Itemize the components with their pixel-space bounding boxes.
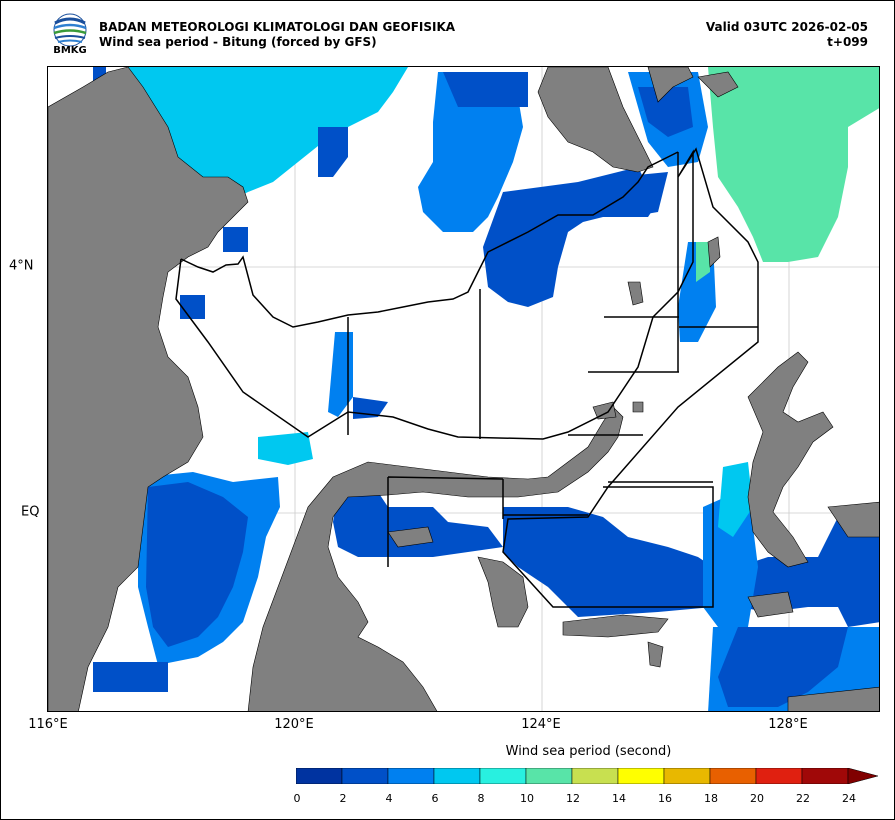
field-light-blue-mid <box>328 332 353 417</box>
colorbar-extend-arrow <box>847 768 879 784</box>
field-blue-sw-bottom <box>93 662 168 692</box>
field-green-ne <box>708 67 879 262</box>
colorbar-title: Wind sea period (second) <box>505 744 672 759</box>
colorbar-segment <box>755 768 803 784</box>
colorbar <box>296 768 879 784</box>
colorbar-tick-label: 24 <box>842 792 856 805</box>
land-islands-ne <box>697 71 739 98</box>
colorbar-segment <box>296 768 343 784</box>
forecast-region-boundaries <box>175 147 759 608</box>
colorbar-tick-label: 0 <box>293 792 301 805</box>
land-obi <box>747 591 794 618</box>
colorbar-segment <box>801 768 849 784</box>
colorbar-segment <box>433 768 481 784</box>
boundary-tomini <box>387 476 504 567</box>
land-sula <box>562 614 669 638</box>
y-tick-4n: 4°N <box>9 258 34 274</box>
land <box>48 67 879 711</box>
boundary-outer-west <box>175 147 759 608</box>
bmkg-logo <box>51 13 89 57</box>
land-west-papua <box>827 501 879 538</box>
colorbar-tick-label: 18 <box>704 792 718 805</box>
land-banggai <box>387 526 434 548</box>
colorbar-segment <box>387 768 435 784</box>
y-tick-eq: EQ <box>21 504 40 520</box>
field-cyan-mid <box>258 432 313 465</box>
lead-time: t+099 <box>827 35 868 49</box>
field-blue-nw2 <box>223 227 248 252</box>
colorbar-tick-label: 4 <box>385 792 393 805</box>
field-light-blue-east <box>703 487 758 627</box>
colorbar-tick-label: 2 <box>339 792 347 805</box>
x-tick-116e: 116°E <box>28 717 68 732</box>
land-sulawesi <box>247 406 624 711</box>
field-cyan-east <box>718 462 753 537</box>
land-small-1 <box>592 401 617 420</box>
field-blue-se <box>718 627 848 707</box>
field-blue-nw3 <box>180 295 205 319</box>
field-blue-sulu-top <box>443 72 528 107</box>
land-seram <box>787 686 879 711</box>
land-sangihe <box>707 236 721 268</box>
x-tick-120e: 120°E <box>274 717 314 732</box>
field-blue-ne <box>638 87 693 137</box>
logo-text: BMKG <box>53 45 87 56</box>
map-subtitle: Wind sea period - Bitung (forced by GFS) <box>99 35 377 49</box>
colorbar-tick-label: 16 <box>658 792 672 805</box>
field-blue-celebes-east <box>618 172 668 217</box>
field-blue-sw <box>146 482 248 647</box>
colorbar-segment <box>571 768 619 784</box>
colorbar-tick-label: 6 <box>431 792 439 805</box>
field-blue-tomini <box>333 492 503 557</box>
colorbar-segment <box>663 768 711 784</box>
field-light-blue-sulu <box>418 72 523 232</box>
land-mindanao <box>537 67 654 173</box>
land-sulawesi-se <box>477 556 529 628</box>
colorbar-segment <box>617 768 665 784</box>
land-borneo <box>48 67 249 711</box>
x-tick-128e: 128°E <box>768 717 808 732</box>
colorbar-segment <box>709 768 757 784</box>
land-taliabu <box>647 641 664 668</box>
colorbar-segment <box>341 768 389 784</box>
colorbar-segment <box>525 768 573 784</box>
boundary-sulawesi-sea <box>180 151 679 328</box>
land-halmahera <box>747 351 834 568</box>
land-mindanao-east <box>647 67 694 103</box>
land-talaud <box>627 281 644 306</box>
valid-time: Valid 03UTC 2026-02-05 <box>705 20 868 34</box>
colorbar-segment <box>479 768 527 784</box>
colorbar-tick-label: 14 <box>612 792 626 805</box>
colorbar-tick-label: 22 <box>796 792 810 805</box>
field-blue-nw1 <box>318 127 348 177</box>
field-green-sangihe <box>696 242 710 282</box>
org-title: BADAN METEOROLOGI KLIMATOLOGI DAN GEOFIS… <box>99 20 456 34</box>
colorbar-tick-label: 12 <box>566 792 580 805</box>
wind-sea-period-field <box>93 67 879 711</box>
land-small-2 <box>632 401 644 413</box>
colorbar-tick-label: 8 <box>477 792 485 805</box>
colorbar-tick-label: 20 <box>750 792 764 805</box>
map-panel <box>47 66 880 712</box>
field-blue-molucca <box>503 507 879 627</box>
colorbar-tick-label: 10 <box>520 792 534 805</box>
x-tick-124e: 124°E <box>521 717 561 732</box>
